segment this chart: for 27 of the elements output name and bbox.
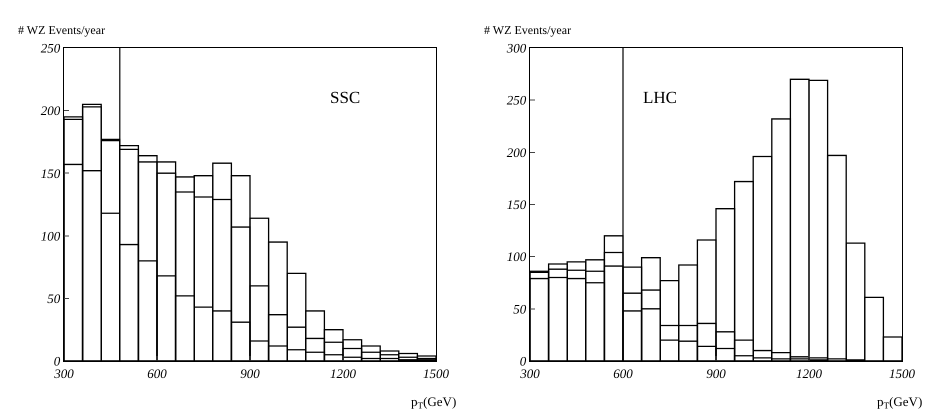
- y-tick-label: 0: [54, 354, 61, 369]
- y-tick-label: 200: [506, 144, 527, 160]
- y-tick-label: 50: [513, 301, 527, 316]
- y-tick-label: 100: [506, 249, 527, 264]
- y-tick-label: 0: [520, 354, 527, 369]
- annotation: LHC: [643, 88, 677, 107]
- x-tick-label: 600: [147, 366, 168, 381]
- x-axis-title: p$_{T}$(GeV): [877, 394, 922, 411]
- y-tick-label: 50: [47, 290, 61, 306]
- y-tick-label: 250: [506, 92, 527, 108]
- x-tick-label: 1500: [423, 366, 450, 381]
- y-axis-title: # WZ Events/year: [484, 23, 572, 37]
- x-axis-title: p$_{T}$(GeV): [411, 394, 456, 411]
- x-tick-label: 600: [613, 366, 634, 381]
- y-tick-label: 150: [40, 166, 61, 181]
- x-tick-label: 900: [706, 366, 726, 381]
- annotation: SSC: [330, 88, 360, 107]
- x-tick-label: 1200: [330, 366, 356, 381]
- y-tick-label: 300: [506, 40, 527, 56]
- y-axis-title: # WZ Events/year: [18, 23, 106, 37]
- x-tick-label: 1200: [796, 366, 822, 381]
- y-tick-label: 200: [40, 103, 61, 118]
- y-tick-label: 150: [506, 197, 527, 212]
- x-tick-label: 1500: [889, 366, 916, 381]
- x-tick-label: 900: [240, 366, 260, 381]
- y-tick-label: 250: [40, 40, 61, 56]
- y-tick-label: 100: [40, 228, 61, 244]
